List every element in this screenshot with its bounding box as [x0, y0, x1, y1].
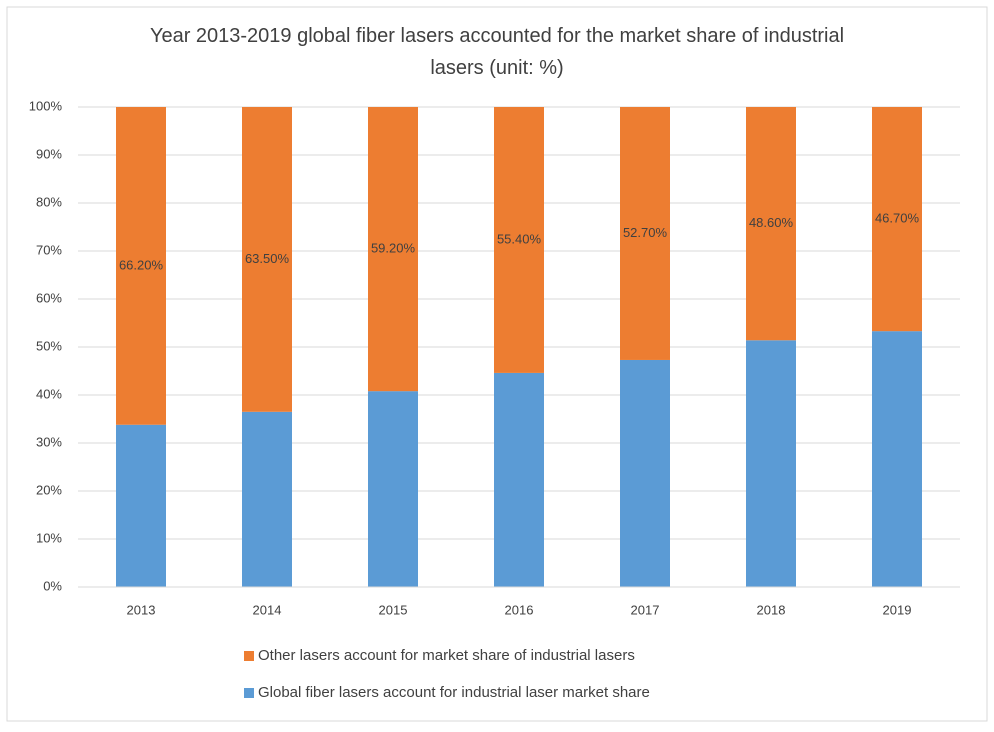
bar-segment: [242, 107, 292, 412]
y-tick-label: 100%: [29, 98, 63, 113]
bar-segment: [116, 107, 166, 425]
y-tick-label: 0%: [43, 578, 62, 593]
y-tick-label: 60%: [36, 290, 62, 305]
data-label: 66.20%: [119, 257, 164, 272]
bar-segment: [746, 340, 796, 587]
y-tick-label: 30%: [36, 434, 62, 449]
data-label: 48.60%: [749, 215, 794, 230]
bar-segment: [368, 391, 418, 587]
x-tick-label: 2014: [253, 602, 282, 617]
x-tick-label: 2017: [631, 602, 660, 617]
y-tick-label: 50%: [36, 338, 62, 353]
x-tick-label: 2015: [379, 602, 408, 617]
y-tick-label: 80%: [36, 194, 62, 209]
bar-segment: [242, 411, 292, 587]
data-label: 52.70%: [623, 225, 668, 240]
bar-segment: [368, 107, 418, 392]
bar-segment: [872, 331, 922, 587]
legend-swatch: [244, 688, 254, 698]
x-tick-label: 2018: [757, 602, 786, 617]
data-label: 46.70%: [875, 211, 920, 226]
x-tick-label: 2016: [505, 602, 534, 617]
y-tick-label: 40%: [36, 386, 62, 401]
data-label: 59.20%: [371, 241, 416, 256]
y-tick-label: 10%: [36, 530, 62, 545]
data-label: 63.50%: [245, 251, 290, 266]
bar-segment: [746, 107, 796, 341]
legend-label: Global fiber lasers account for industri…: [258, 684, 650, 701]
data-label: 55.40%: [497, 231, 542, 246]
bar-segment: [872, 107, 922, 332]
bar-segment: [494, 372, 544, 587]
legend-label: Other lasers account for market share of…: [258, 647, 635, 664]
y-tick-label: 70%: [36, 242, 62, 257]
legend-swatch: [244, 651, 254, 661]
bar-segment: [494, 107, 544, 373]
x-tick-label: 2019: [883, 602, 912, 617]
x-tick-label: 2013: [127, 602, 156, 617]
bar-segment: [116, 424, 166, 587]
bar-segment: [620, 359, 670, 587]
y-tick-label: 90%: [36, 146, 62, 161]
chart-title: Year 2013-2019 global fiber lasers accou…: [149, 25, 845, 79]
bar-segment: [620, 107, 670, 360]
y-tick-label: 20%: [36, 482, 62, 497]
